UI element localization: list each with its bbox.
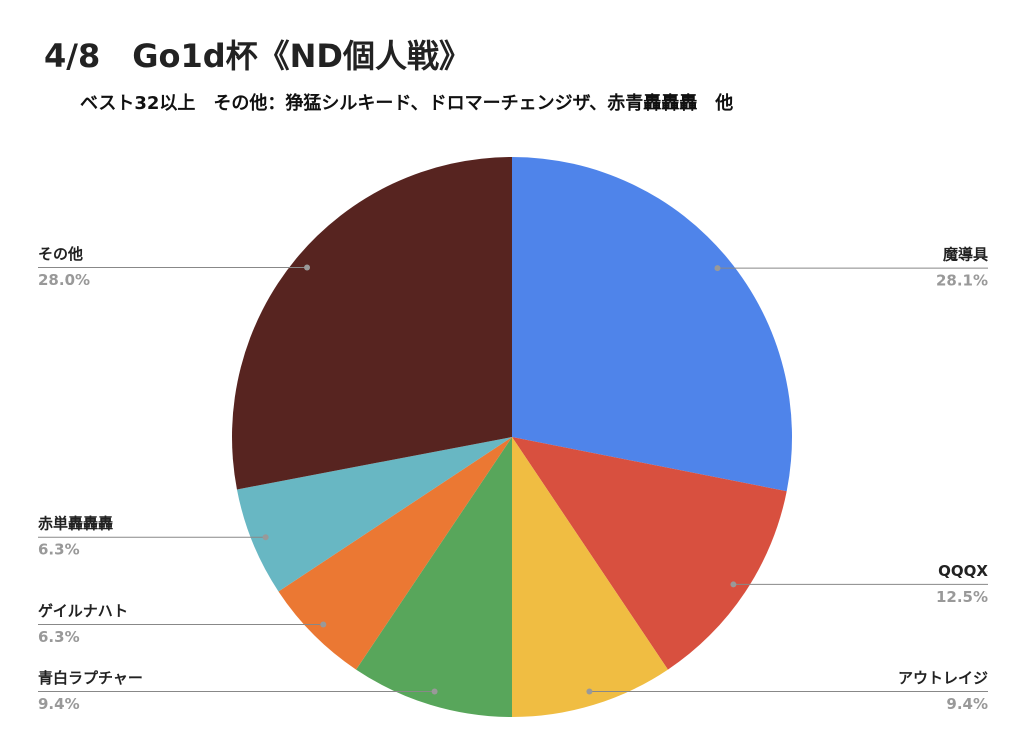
chart-title: 4/8 Go1d杯《ND個人戦》 xyxy=(44,37,471,75)
pie-slice xyxy=(512,157,792,492)
slice-label: 魔導具 xyxy=(943,246,988,264)
pie-slice xyxy=(512,437,787,670)
slice-label: その他 xyxy=(38,245,83,263)
slice-label: 青白ラプチャー xyxy=(38,669,143,687)
pie-slice xyxy=(512,437,668,717)
leader-dot xyxy=(262,534,269,541)
slice-value-label: 9.4% xyxy=(946,695,988,713)
leader-dot xyxy=(730,581,737,588)
leader-dot xyxy=(586,688,593,695)
leader-dot xyxy=(320,621,327,628)
leader-dot xyxy=(714,265,721,272)
slice-value-label: 12.5% xyxy=(936,588,988,606)
pie-slice xyxy=(356,437,512,717)
slice-value-label: 6.3% xyxy=(38,541,80,559)
slice-label: 赤単轟轟轟 xyxy=(38,515,113,533)
slice-value-label: 28.0% xyxy=(38,271,90,289)
pie-slice xyxy=(236,437,512,592)
pie-slice xyxy=(278,437,512,670)
chart-subtitle: ベスト32以上 その他：狰猛シルキード、ドロマーチェンジザ、赤青轟轟轟 他 xyxy=(80,92,733,114)
slice-label: アウトレイジ xyxy=(898,669,988,687)
slice-value-label: 28.1% xyxy=(936,272,988,290)
leader-dot xyxy=(304,264,311,271)
slice-value-label: 9.4% xyxy=(38,695,80,713)
slice-label: QQQX xyxy=(938,562,988,580)
slice-label: ゲイルナハト xyxy=(38,602,128,620)
slice-value-label: 6.3% xyxy=(38,628,80,646)
leader-dot xyxy=(431,688,438,695)
pie-slice xyxy=(231,157,512,490)
